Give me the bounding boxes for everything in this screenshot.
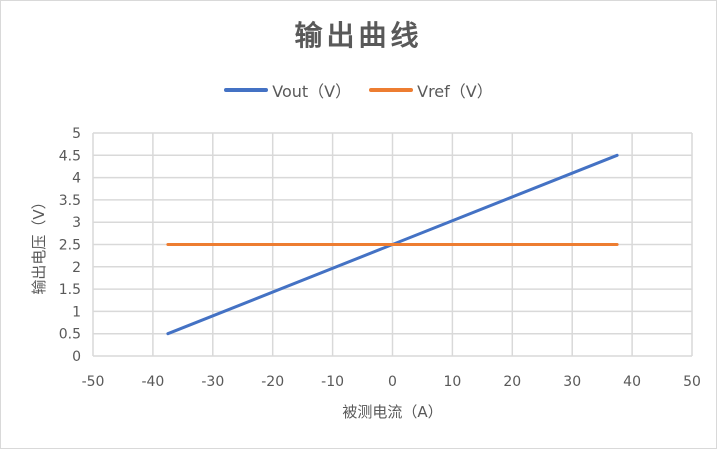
x-tick-label: -50 xyxy=(82,374,105,390)
x-tick-label: 0 xyxy=(388,374,397,390)
x-tick-label: -20 xyxy=(261,374,284,390)
x-tick-label: 50 xyxy=(683,374,701,390)
y-tick-label: 3 xyxy=(72,215,81,231)
legend-item-vout: Vout（V） xyxy=(224,78,351,102)
y-tick-label: 4 xyxy=(72,171,81,187)
y-tick-label: 2 xyxy=(72,260,81,276)
x-axis-label: 被测电流（A） xyxy=(342,403,442,421)
x-tick-label: 30 xyxy=(563,374,581,390)
x-tick-label: -40 xyxy=(141,374,164,390)
legend-label-vref: Vref（V） xyxy=(417,82,493,101)
y-tick-label: 5 xyxy=(72,126,81,142)
y-tick-label: 1.5 xyxy=(59,282,81,298)
x-tick-label: -10 xyxy=(321,374,344,390)
y-tick-label: 2.5 xyxy=(59,238,81,254)
legend-swatch-vref xyxy=(369,88,414,92)
y-tick-label: 0.5 xyxy=(59,327,81,343)
legend-item-vref: Vref（V） xyxy=(369,78,493,102)
legend-label-vout: Vout（V） xyxy=(272,82,352,101)
x-tick-label: 10 xyxy=(443,374,461,390)
x-tick-label: 40 xyxy=(623,374,641,390)
y-tick-label: 0 xyxy=(72,349,81,365)
x-tick-label: -30 xyxy=(201,374,224,390)
legend: Vout（V） Vref（V） xyxy=(0,78,717,102)
legend-swatch-vout xyxy=(224,88,269,92)
y-tick-label: 4.5 xyxy=(59,148,81,164)
chart-title: 输出曲线 xyxy=(294,19,423,52)
x-tick-label: 20 xyxy=(503,374,521,390)
y-axis-label: 输出电压（V） xyxy=(30,194,48,294)
y-tick-label: 3.5 xyxy=(59,193,81,209)
y-tick-label: 1 xyxy=(72,304,81,320)
